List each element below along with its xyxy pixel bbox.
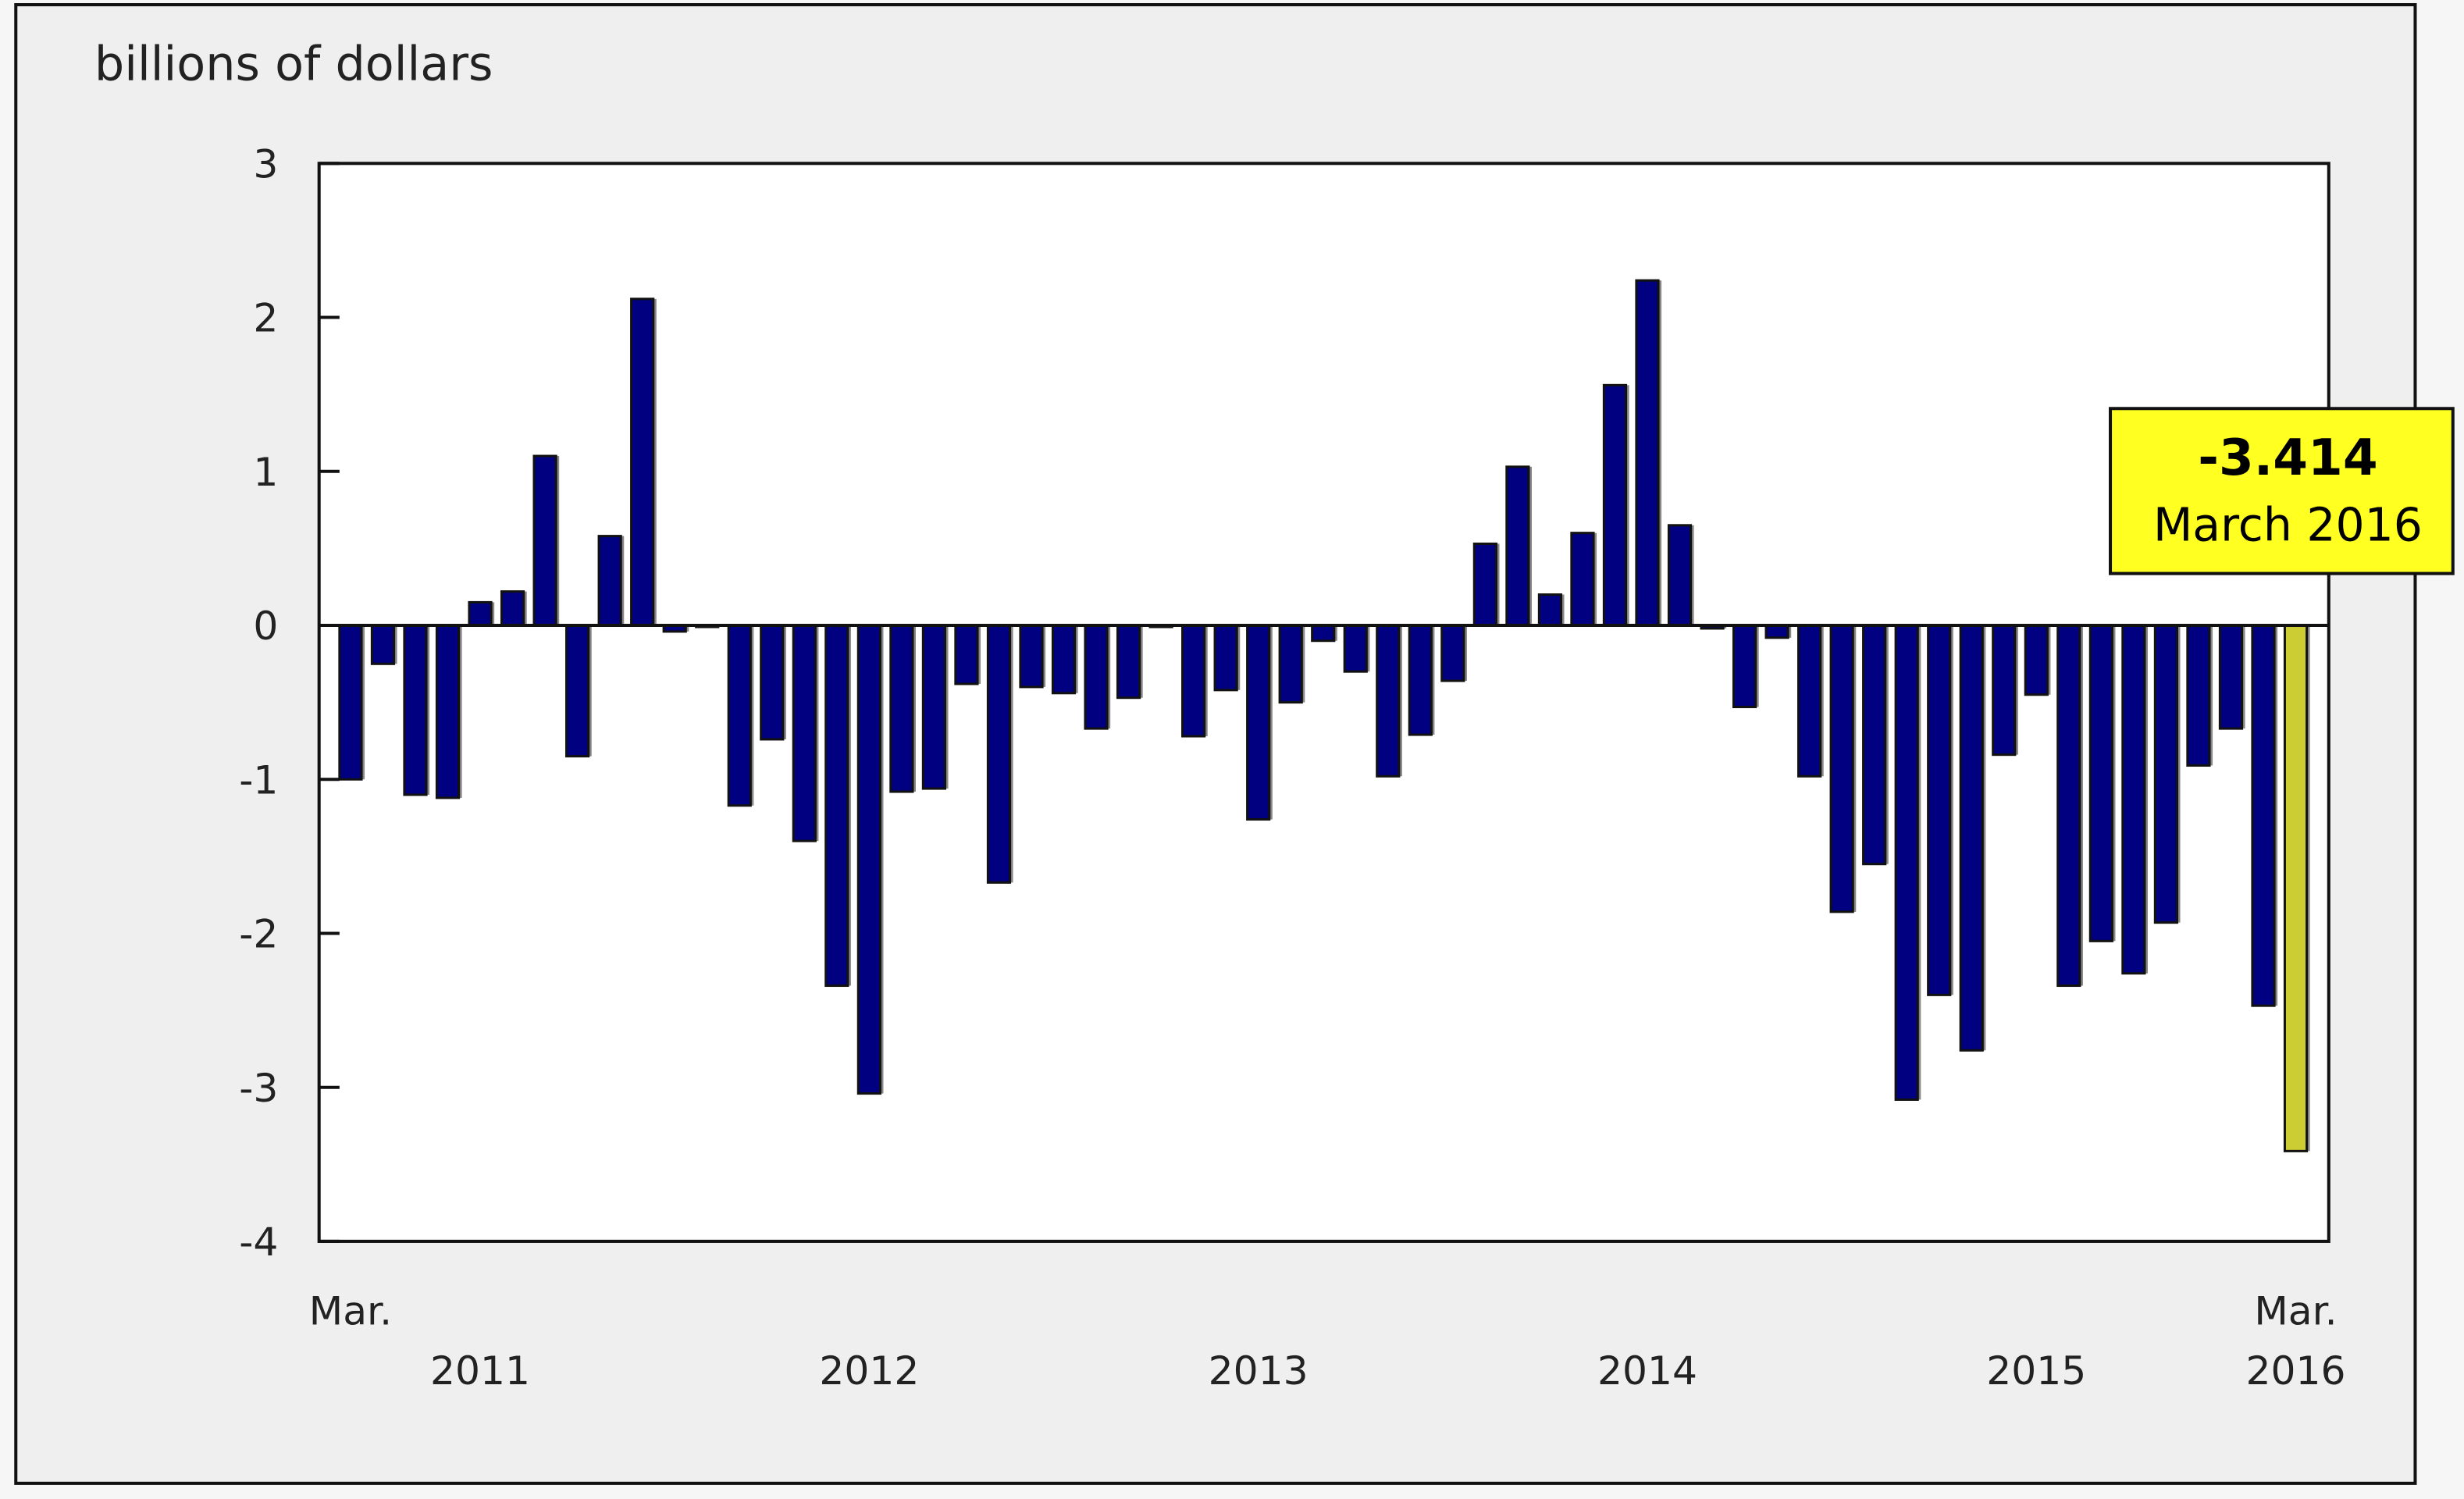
bar[interactable] bbox=[727, 624, 752, 807]
bar[interactable] bbox=[760, 624, 785, 741]
x-tick-label: Mar. bbox=[309, 1288, 392, 1334]
bar[interactable] bbox=[2056, 624, 2081, 988]
bar[interactable] bbox=[921, 624, 947, 790]
bar[interactable] bbox=[1764, 624, 1789, 639]
x-tick-label: Mar. bbox=[2254, 1288, 2337, 1334]
y-tick-label: -3 bbox=[239, 1065, 278, 1111]
bar[interactable] bbox=[532, 454, 557, 627]
bar[interactable] bbox=[1019, 624, 1044, 689]
bar[interactable] bbox=[1894, 624, 1919, 1101]
bar[interactable] bbox=[2186, 624, 2211, 767]
bar[interactable] bbox=[370, 624, 396, 665]
bar[interactable] bbox=[597, 535, 622, 627]
x-tick-label: 2012 bbox=[819, 1348, 919, 1394]
bar[interactable] bbox=[824, 624, 849, 988]
bar-highlighted[interactable] bbox=[2283, 624, 2309, 1152]
bar[interactable] bbox=[1537, 593, 1563, 627]
y-tick-label: 3 bbox=[253, 141, 278, 187]
y-tick-label: -2 bbox=[239, 911, 278, 957]
bar[interactable] bbox=[1213, 624, 1238, 692]
bar[interactable] bbox=[792, 624, 817, 842]
bar[interactable] bbox=[1797, 624, 1822, 778]
bar[interactable] bbox=[856, 624, 881, 1095]
bar[interactable] bbox=[1472, 542, 1497, 627]
y-tick-label: 0 bbox=[253, 603, 278, 649]
bar[interactable] bbox=[1246, 624, 1271, 821]
plot-area bbox=[317, 162, 2330, 1243]
x-tick-label: 2015 bbox=[1986, 1348, 2086, 1394]
bar[interactable] bbox=[986, 624, 1012, 884]
bar[interactable] bbox=[1311, 624, 1336, 643]
bar[interactable] bbox=[1278, 624, 1303, 704]
bar[interactable] bbox=[1602, 383, 1628, 627]
bar[interactable] bbox=[1051, 624, 1077, 695]
bar[interactable] bbox=[889, 624, 914, 793]
x-tick-label: 2011 bbox=[430, 1348, 530, 1394]
bar[interactable] bbox=[1440, 624, 1465, 682]
bar[interactable] bbox=[1343, 624, 1368, 673]
tooltip: -3.414 March 2016 bbox=[2109, 407, 2455, 575]
y-tick-label: -4 bbox=[239, 1219, 278, 1265]
bar[interactable] bbox=[1181, 624, 1206, 738]
y-tick-label: 1 bbox=[253, 449, 278, 495]
bar[interactable] bbox=[2251, 624, 2276, 1007]
x-tick-label: 2013 bbox=[1209, 1348, 1309, 1394]
bar[interactable] bbox=[1862, 624, 1887, 866]
bar[interactable] bbox=[1829, 624, 1854, 913]
bar[interactable] bbox=[1570, 532, 1595, 627]
bar[interactable] bbox=[565, 624, 590, 758]
bar[interactable] bbox=[338, 624, 363, 781]
x-tick-label: 2014 bbox=[1597, 1348, 1697, 1394]
bar[interactable] bbox=[1376, 624, 1401, 778]
bar[interactable] bbox=[1084, 624, 1109, 730]
bar[interactable] bbox=[468, 600, 493, 627]
y-axis-label: billions of dollars bbox=[94, 37, 493, 92]
bar[interactable] bbox=[500, 590, 525, 627]
bar[interactable] bbox=[2024, 624, 2049, 696]
bar[interactable] bbox=[1927, 624, 1952, 996]
bar[interactable] bbox=[2088, 624, 2113, 942]
bar[interactable] bbox=[630, 297, 655, 627]
bar[interactable] bbox=[1408, 624, 1433, 736]
bar[interactable] bbox=[403, 624, 428, 796]
x-tick-label: 2016 bbox=[2246, 1348, 2346, 1394]
y-tick-label: 2 bbox=[253, 295, 278, 341]
bar[interactable] bbox=[954, 624, 979, 685]
bar[interactable] bbox=[1635, 279, 1660, 627]
y-tick-label: -1 bbox=[239, 757, 278, 803]
bar[interactable] bbox=[2121, 624, 2146, 975]
tooltip-label: March 2016 bbox=[2153, 498, 2423, 551]
bar[interactable] bbox=[2218, 624, 2244, 730]
bar[interactable] bbox=[1667, 524, 1693, 627]
bar[interactable] bbox=[435, 624, 461, 799]
bar[interactable] bbox=[1959, 624, 1984, 1052]
bar[interactable] bbox=[2153, 624, 2179, 924]
bar[interactable] bbox=[1732, 624, 1757, 709]
tooltip-value: -3.414 bbox=[2198, 429, 2377, 487]
bar[interactable] bbox=[1505, 465, 1530, 627]
bar[interactable] bbox=[1992, 624, 2017, 757]
bar[interactable] bbox=[1116, 624, 1141, 700]
